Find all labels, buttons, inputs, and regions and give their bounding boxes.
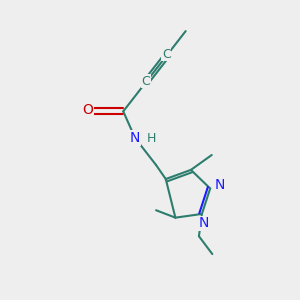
Text: C: C [162, 48, 171, 61]
Text: N: N [130, 131, 140, 145]
Text: H: H [147, 132, 156, 145]
Text: C: C [141, 74, 150, 88]
Text: N: N [214, 178, 225, 193]
Text: O: O [83, 103, 94, 117]
Text: N: N [198, 216, 208, 230]
